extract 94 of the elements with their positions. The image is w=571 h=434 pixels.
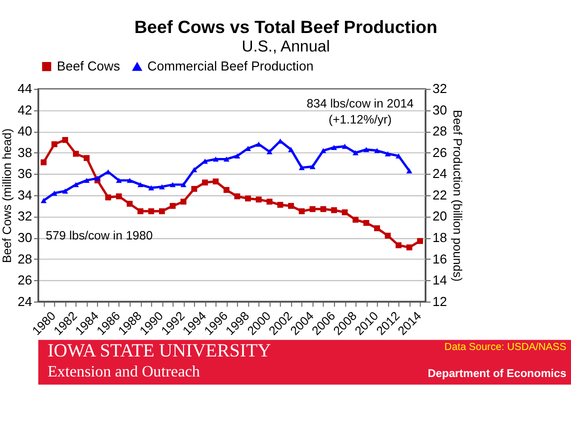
chart-title: Beef Cows vs Total Beef Production	[134, 16, 438, 37]
y2-tick-label: 20	[432, 208, 447, 224]
point	[170, 202, 176, 209]
y2-tick-label: 28	[432, 124, 447, 139]
text: Department of Economics	[428, 368, 566, 380]
point	[158, 184, 165, 190]
point	[320, 206, 326, 212]
point	[40, 159, 47, 166]
y2-tick-label: 32	[432, 81, 447, 96]
point	[51, 141, 58, 148]
point	[84, 178, 90, 183]
point	[212, 156, 219, 162]
point	[331, 144, 337, 150]
point	[363, 146, 370, 152]
point	[148, 185, 154, 190]
point	[191, 186, 198, 192]
y-tick-label: 26	[18, 272, 32, 288]
y-tick-label: 42	[18, 102, 32, 118]
point	[170, 182, 176, 188]
y-tick-label: 32	[18, 208, 32, 224]
point	[298, 165, 305, 170]
point	[277, 202, 284, 208]
y2-tick-label: 16	[432, 251, 447, 266]
source-note: Data Source: USDA/NASS	[444, 342, 566, 354]
point	[94, 176, 100, 181]
point	[310, 164, 316, 170]
point	[116, 178, 122, 183]
point	[180, 198, 186, 205]
point	[396, 242, 402, 248]
point	[417, 238, 424, 244]
point	[396, 153, 402, 158]
point	[212, 178, 219, 184]
y2-tick-label: 18	[432, 230, 447, 246]
point	[126, 200, 133, 207]
point	[406, 168, 412, 174]
y2-tick-label: 22	[432, 187, 447, 202]
point	[105, 194, 112, 200]
y-tick-label: 28	[18, 251, 32, 266]
point	[40, 198, 47, 204]
y-tick-label: 36	[18, 166, 32, 182]
point	[126, 178, 133, 183]
y2-tick-label: 24	[432, 166, 447, 182]
point	[148, 208, 154, 214]
point	[84, 155, 90, 161]
point	[320, 148, 326, 154]
y-axis-title: Beef Cows (million head)	[0, 128, 14, 264]
annotation: 834 lbs/cow in 2014 (+1.12%/yr)	[306, 96, 414, 126]
point	[234, 153, 240, 158]
y-tick-label: 34	[18, 187, 32, 202]
point	[224, 187, 230, 193]
point	[116, 193, 122, 200]
text: IOWA STATE UNIVERSITY	[48, 340, 271, 362]
point	[384, 151, 391, 156]
point	[62, 137, 68, 143]
point	[310, 206, 316, 212]
point	[374, 148, 380, 154]
point	[374, 225, 380, 232]
point	[191, 167, 198, 172]
legend-label: Beef Cows	[56, 58, 120, 74]
point	[256, 196, 262, 202]
point	[384, 232, 391, 239]
y-tick-label: 30	[18, 230, 32, 246]
point	[137, 182, 144, 188]
point	[406, 244, 412, 250]
text: Extension and Outreach	[48, 363, 200, 380]
point	[234, 193, 240, 200]
point	[202, 180, 208, 186]
point	[363, 220, 370, 226]
y2-tick-label: 14	[432, 272, 447, 288]
point	[245, 196, 251, 202]
legend-label: Commercial Beef Production	[147, 58, 314, 74]
point	[288, 202, 294, 209]
y2-tick-label: 30	[432, 102, 447, 118]
point	[224, 156, 230, 162]
point	[137, 208, 144, 214]
y-tick-label: 44	[18, 81, 32, 96]
annotation: 579 lbs/cow in 1980	[46, 228, 154, 242]
point	[288, 146, 294, 152]
point	[180, 182, 186, 188]
y2-tick-label: 26	[432, 144, 447, 160]
chart-subtitle: U.S., Annual	[242, 38, 330, 56]
y-tick-label: 40	[18, 124, 32, 139]
point	[266, 149, 272, 154]
y2-tick-label: 12	[432, 294, 447, 309]
y-tick-label: 38	[18, 144, 32, 160]
point	[158, 208, 165, 214]
y2-axis-title: Beef Production (billion pounds)	[450, 110, 465, 282]
point	[266, 198, 272, 205]
point	[72, 150, 79, 157]
point	[62, 188, 68, 194]
point	[352, 150, 358, 156]
point	[331, 207, 337, 214]
point	[352, 216, 358, 223]
y-tick-label: 24	[18, 294, 32, 309]
